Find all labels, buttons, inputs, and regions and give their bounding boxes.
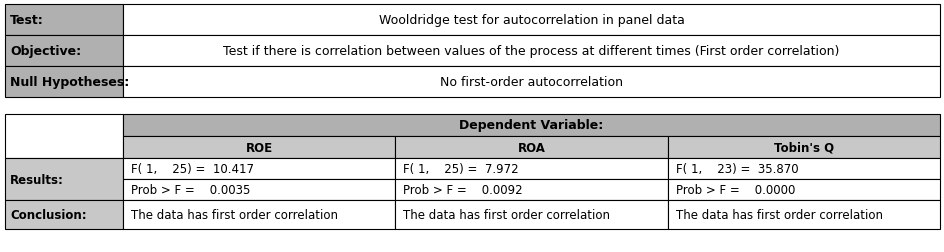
Bar (395, 158, 667, 179)
Text: Prob > F =    0.0092: Prob > F = 0.0092 (403, 183, 522, 196)
Text: The data has first order correlation: The data has first order correlation (131, 208, 338, 221)
Bar (123, 115, 939, 137)
Bar (5, 36, 123, 67)
Bar (395, 179, 667, 200)
Bar (123, 137, 395, 158)
Bar (5, 115, 123, 158)
Text: Results:: Results: (10, 173, 64, 186)
Bar (123, 36, 939, 67)
Text: Test:: Test: (10, 14, 43, 27)
Bar (667, 200, 939, 229)
Bar (5, 67, 123, 98)
Text: F( 1,    25) =  10.417: F( 1, 25) = 10.417 (131, 162, 254, 175)
Text: F( 1,    25) =  7.972: F( 1, 25) = 7.972 (403, 162, 518, 175)
Bar (123, 5, 939, 36)
Text: F( 1,    23) =  35.870: F( 1, 23) = 35.870 (675, 162, 798, 175)
Text: Wooldridge test for autocorrelation in panel data: Wooldridge test for autocorrelation in p… (379, 14, 683, 27)
Bar (5, 5, 123, 36)
Text: Objective:: Objective: (10, 45, 81, 58)
Text: Null Hypotheses:: Null Hypotheses: (10, 76, 129, 89)
Text: Tobin's Q: Tobin's Q (773, 141, 833, 154)
Bar (395, 200, 667, 229)
Bar (5, 158, 123, 200)
Text: ROA: ROA (517, 141, 545, 154)
Bar (123, 158, 395, 179)
Text: Conclusion:: Conclusion: (10, 208, 87, 221)
Bar (5, 200, 123, 229)
Text: ROE: ROE (245, 141, 273, 154)
Bar (395, 137, 667, 158)
Bar (123, 179, 395, 200)
Bar (667, 137, 939, 158)
Text: The data has first order correlation: The data has first order correlation (403, 208, 610, 221)
Text: The data has first order correlation: The data has first order correlation (675, 208, 882, 221)
Text: Prob > F =    0.0035: Prob > F = 0.0035 (131, 183, 250, 196)
Bar (123, 67, 939, 98)
Bar (123, 200, 395, 229)
Text: No first-order autocorrelation: No first-order autocorrelation (440, 76, 622, 89)
Text: Prob > F =    0.0000: Prob > F = 0.0000 (675, 183, 794, 196)
Bar (667, 179, 939, 200)
Bar (667, 158, 939, 179)
Text: Dependent Variable:: Dependent Variable: (459, 119, 603, 132)
Text: Test if there is correlation between values of the process at different times (F: Test if there is correlation between val… (223, 45, 839, 58)
